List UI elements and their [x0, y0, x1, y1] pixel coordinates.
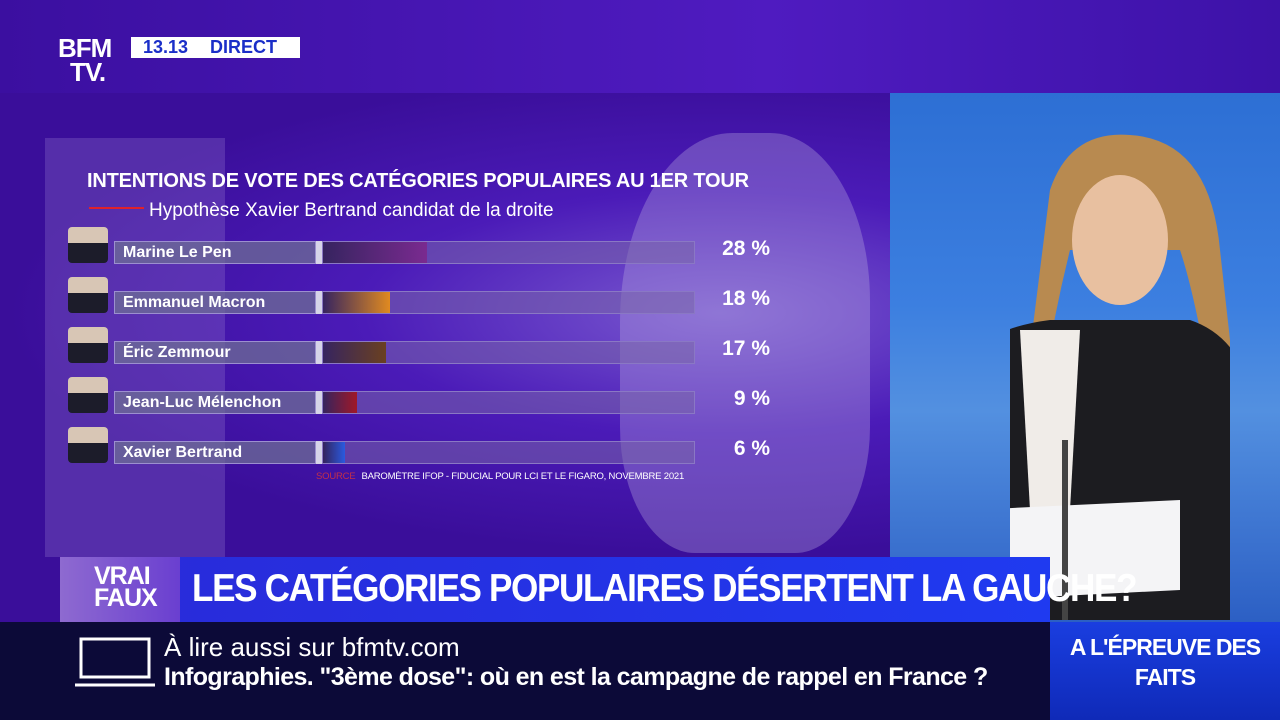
- candidate-photo: [68, 227, 108, 263]
- bar-value-label: 28 %: [722, 237, 770, 260]
- bfmtv-logo: BFM TV.: [58, 33, 112, 87]
- bar-track: [322, 441, 695, 464]
- bar-value-label: 17 %: [722, 337, 770, 360]
- bar: [323, 242, 428, 263]
- program-title-line2: FAITS: [1134, 664, 1196, 690]
- read-more-label: À lire aussi sur bfmtv.com: [164, 632, 460, 662]
- vrai-faux-logo: VRAI FAUX: [60, 557, 180, 622]
- vrai-faux-line2: FAUX: [94, 584, 158, 612]
- bar-value-label: 6 %: [733, 437, 770, 460]
- bar: [323, 342, 387, 363]
- chart-subtitle: Hypothèse Xavier Bertrand candidat de la…: [149, 200, 554, 221]
- program-title: A L'ÉPREUVE DES FAITS: [1050, 622, 1280, 720]
- bar: [323, 292, 391, 313]
- candidate-photo: [68, 327, 108, 363]
- bar-track: [322, 241, 695, 264]
- bar-value-label: 18 %: [722, 287, 770, 310]
- candidate-name: Jean-Luc Mélenchon: [114, 391, 316, 414]
- candidate-name: Emmanuel Macron: [114, 291, 316, 314]
- vrai-faux-line1: VRAI: [94, 562, 151, 590]
- candidate-photo: [68, 277, 108, 313]
- headline: LES CATÉGORIES POPULAIRES DÉSERTENT LA G…: [192, 567, 1138, 610]
- laptop-icon: [75, 637, 155, 687]
- bar-track: [322, 291, 695, 314]
- headline-banner: VRAI FAUX LES CATÉGORIES POPULAIRES DÉSER…: [60, 557, 1138, 622]
- bar-separator: [316, 441, 322, 464]
- candidate-name: Marine Le Pen: [114, 241, 316, 264]
- candidate-photo: [68, 377, 108, 413]
- chart-title: INTENTIONS DE VOTE DES CATÉGORIES POPULA…: [87, 170, 749, 192]
- clock-time: 13.13: [143, 37, 189, 57]
- logo-line2: TV.: [70, 57, 106, 87]
- live-label: DIRECT: [210, 37, 278, 57]
- candidate-name: Xavier Bertrand: [114, 441, 316, 464]
- bar-separator: [316, 341, 322, 364]
- source-label: SOURCE: [316, 471, 356, 482]
- ticker-bar: [0, 622, 1050, 720]
- source-text: BAROMÈTRE IFOP - FIDUCIAL POUR LCI ET LE…: [361, 471, 685, 482]
- bar: [323, 392, 357, 413]
- bar-separator: [316, 291, 322, 314]
- bar: [323, 442, 346, 463]
- chart-background: [0, 93, 890, 557]
- chart-source: SOURCE BAROMÈTRE IFOP - FIDUCIAL POUR LCI…: [316, 471, 684, 482]
- article-link[interactable]: Infographies. "3ème dose": où en est la …: [164, 663, 988, 691]
- presenter-image: [1010, 134, 1230, 620]
- candidate-photo: [68, 427, 108, 463]
- live-badge: 13.13 DIRECT: [131, 37, 300, 58]
- logo-line1: BFM: [58, 33, 112, 63]
- bar-separator: [316, 241, 322, 264]
- subtitle-accent: [89, 207, 144, 209]
- bar-separator: [316, 391, 322, 414]
- bar-track: [322, 341, 695, 364]
- candidate-name: Éric Zemmour: [114, 341, 316, 364]
- bar-value-label: 9 %: [733, 387, 770, 410]
- bar-track: [322, 391, 695, 414]
- program-title-line1: A L'ÉPREUVE DES: [1069, 634, 1261, 660]
